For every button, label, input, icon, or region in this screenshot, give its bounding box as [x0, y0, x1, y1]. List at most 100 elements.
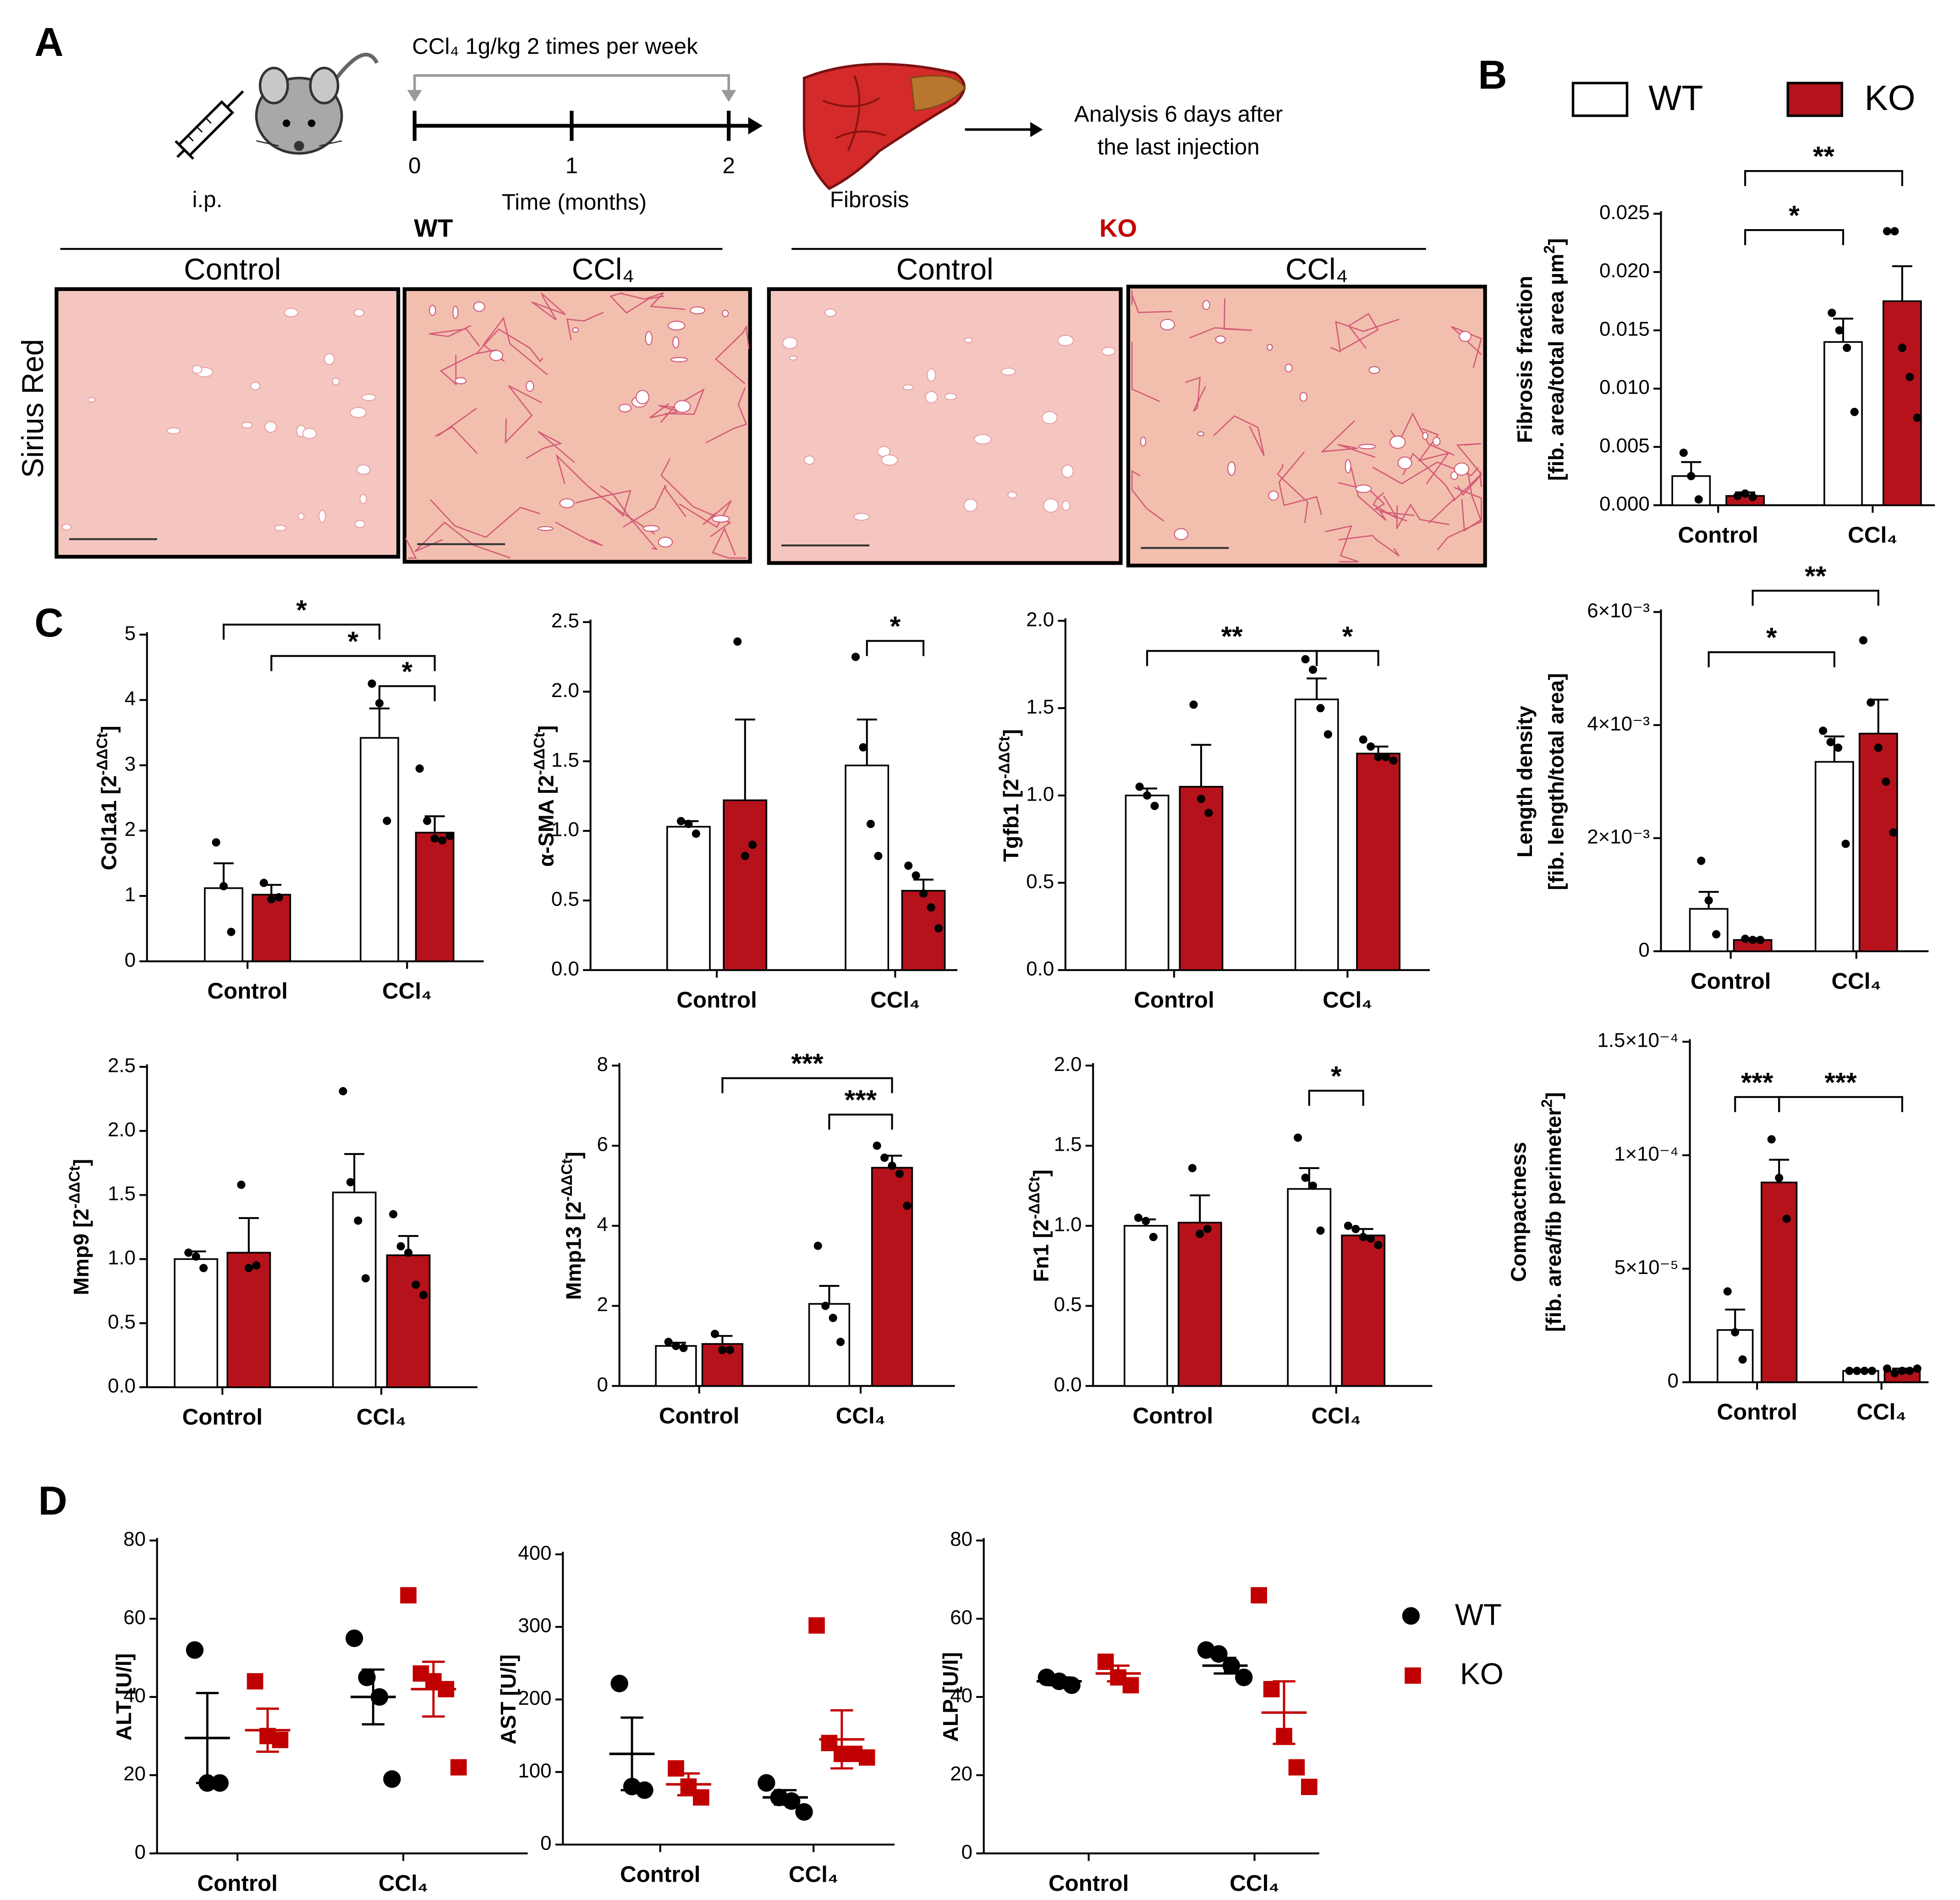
y-tick-label: 0.010: [1599, 376, 1650, 399]
data-point: [361, 1274, 370, 1283]
data-point: [1828, 308, 1836, 317]
significance-label: **: [1805, 560, 1826, 591]
vessel: [264, 421, 277, 433]
y-tick-label: 0: [597, 1373, 608, 1396]
data-point: [1905, 373, 1914, 381]
x-tick-label: Control: [1678, 522, 1758, 548]
data-point: [1301, 1779, 1318, 1796]
x-tick-label: Control: [207, 978, 287, 1004]
y-tick-label: 0: [135, 1841, 146, 1863]
data-point: [1679, 448, 1688, 457]
y-tick-label: 2.0: [108, 1118, 136, 1141]
fibrosis-septum: [483, 317, 548, 375]
data-point: [1756, 936, 1765, 945]
y-tick-label: 100: [518, 1759, 551, 1782]
vessel: [1227, 461, 1236, 476]
vessel: [672, 336, 680, 349]
vessel: [1459, 330, 1471, 342]
y-tick-label: 20: [123, 1763, 146, 1785]
bar: [1882, 300, 1922, 506]
significance-bracket: [1744, 170, 1903, 187]
bar: [666, 826, 711, 971]
vessel: [1355, 484, 1372, 493]
fibrosis-septum: [1278, 451, 1323, 516]
data-point: [346, 1178, 355, 1186]
vessel: [881, 454, 898, 466]
x-tick-label: CCl₄: [1848, 522, 1898, 548]
bar: [1125, 794, 1169, 971]
significance-bracket: [1778, 1096, 1903, 1112]
significance-label: *: [890, 610, 901, 642]
vessel: [1285, 363, 1293, 373]
data-point: [339, 1087, 347, 1096]
data-point: [1189, 700, 1198, 709]
bar: [1823, 341, 1863, 506]
data-point: [1853, 1367, 1861, 1375]
significance-label: *: [1331, 1060, 1342, 1092]
fibrosis-septum: [566, 312, 604, 340]
fibrosis-septum: [1396, 503, 1450, 529]
data-point: [1197, 795, 1206, 803]
fibrosis-septum: [705, 387, 747, 444]
y-tick-label: 0.0: [1054, 1373, 1082, 1396]
group-label: KO: [1099, 214, 1137, 242]
data-point: [1733, 492, 1742, 500]
data-point: [934, 924, 943, 933]
vessel: [1041, 411, 1058, 424]
y-axis-label-part: ALT [U/l]: [112, 1653, 136, 1741]
x-tick-label: CCl₄: [1230, 1871, 1279, 1896]
y-tick-label: 0.020: [1599, 259, 1650, 282]
y-axis-label: Length density: [1513, 706, 1537, 857]
panel-label: A: [34, 20, 63, 65]
y-tick-label: 20: [950, 1763, 972, 1785]
vessel: [1000, 368, 1016, 376]
bar: [1671, 475, 1711, 506]
y-tick-label: 0.0: [108, 1375, 136, 1397]
error-bar: [774, 1789, 797, 1806]
fibrosis-septum: [1437, 472, 1482, 550]
fibrosis-septum: [1453, 443, 1482, 502]
bar: [226, 1252, 271, 1388]
bar: [1814, 761, 1854, 952]
vessel: [722, 309, 729, 318]
legend-label: KO: [1865, 79, 1916, 118]
significance-bracket: [1751, 589, 1879, 606]
y-axis-label-part: [fib. length/total area]: [1544, 673, 1568, 890]
data-point: [1097, 1653, 1114, 1670]
timeline-tick-label: 1: [565, 153, 578, 178]
data-point: [1741, 489, 1750, 498]
y-axis-label-part: ]: [999, 729, 1023, 736]
data-point: [1389, 756, 1398, 765]
data-point: [1196, 1230, 1204, 1238]
fibrosis-septum: [405, 538, 417, 559]
data-point: [710, 1329, 719, 1338]
y-tick-label: 200: [518, 1687, 551, 1709]
data-point: [1826, 738, 1835, 747]
vessel: [658, 537, 673, 548]
bar: [1717, 1329, 1754, 1383]
y-tick-label: 4×10⁻³: [1587, 713, 1650, 735]
fibrosis-septum: [1213, 415, 1265, 456]
y-tick-label: 5×10⁻⁵: [1614, 1256, 1679, 1279]
significance-bracket: [378, 685, 436, 702]
data-point: [1382, 752, 1390, 761]
vessel: [1057, 335, 1074, 346]
y-tick-label: 0.0: [1026, 957, 1054, 980]
y-axis-label-part: Tgfb1 [2: [999, 779, 1023, 862]
vessel: [803, 455, 815, 465]
data-point: [1301, 1173, 1310, 1182]
vessel: [356, 464, 371, 475]
bar: [332, 1192, 377, 1388]
y-axis-label-part: Col1a1 [2: [97, 775, 121, 870]
y-tick-label: 1.5: [1054, 1133, 1082, 1156]
vessel: [88, 397, 96, 403]
bar: [1689, 908, 1729, 952]
fibrosis-septum: [430, 499, 541, 538]
data-point: [808, 1617, 825, 1634]
data-point: [636, 1781, 653, 1799]
vessel: [1174, 528, 1189, 540]
vessel: [537, 526, 554, 531]
vessel: [1007, 491, 1017, 499]
error-bar: [735, 719, 755, 801]
